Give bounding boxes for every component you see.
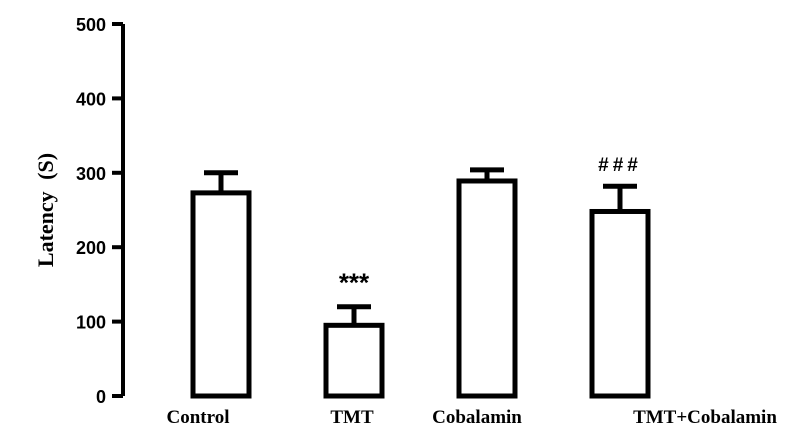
y-axis: 0 100 200 300 400 500 xyxy=(76,15,125,407)
significance-label: ### xyxy=(598,155,642,176)
bar xyxy=(190,190,252,399)
bar xyxy=(323,322,385,399)
x-tick-label: TMT+Cobalamin xyxy=(633,407,777,428)
y-tick-label: 200 xyxy=(76,238,106,258)
y-tick-label: 500 xyxy=(76,15,106,35)
x-tick-label: Control xyxy=(167,407,230,428)
y-tick-label: 0 xyxy=(96,387,106,407)
y-axis-label: Latency (S) xyxy=(33,153,58,267)
significance-label: *** xyxy=(339,268,370,298)
bar xyxy=(589,208,651,399)
y-tick-label: 300 xyxy=(76,164,106,184)
x-tick-label: Cobalamin xyxy=(432,407,522,428)
x-tick-label: TMT xyxy=(330,407,374,428)
bar xyxy=(456,178,518,399)
category-labels: Control TMT Cobalamin TMT+Cobalamin xyxy=(167,407,778,428)
bars: *** ### xyxy=(190,155,651,399)
y-tick-label: 100 xyxy=(76,313,106,333)
y-tick-label: 400 xyxy=(76,89,106,109)
